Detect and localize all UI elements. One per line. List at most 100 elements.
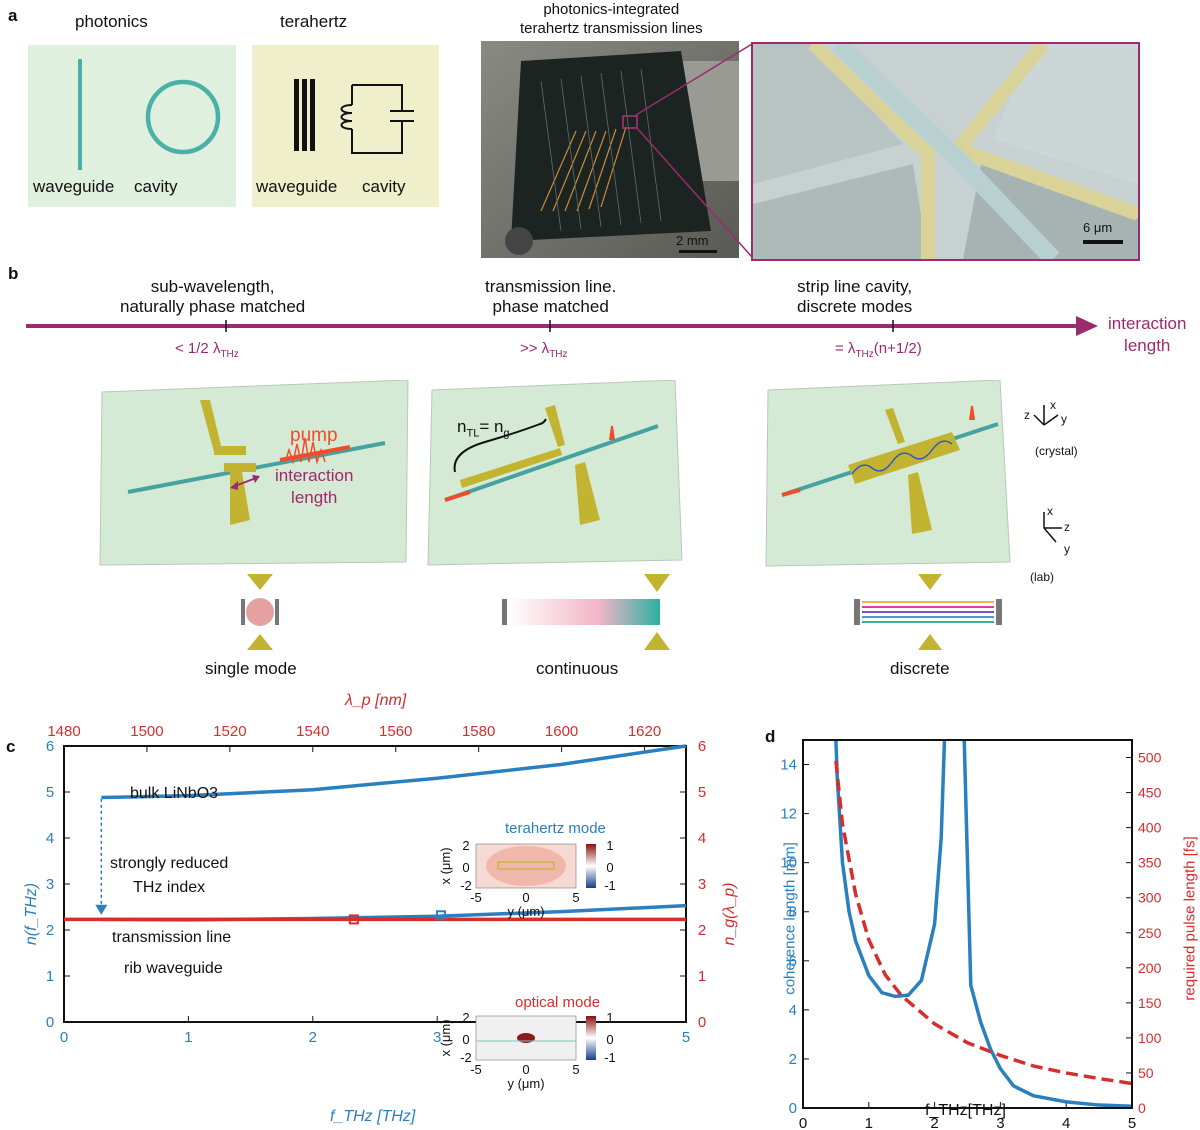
chart-c-ytick-right-label: 1 (698, 968, 706, 985)
chart-d-xtick-label: 3 (996, 1115, 1004, 1130)
inset-xtick: 0 (522, 1062, 529, 1077)
chart-d-plot-area (834, 740, 1132, 1108)
chart-c-toptick-label: 1480 (47, 723, 80, 740)
sem-scale-label: 6 μm (1083, 220, 1113, 235)
chart-c-ytick-label: 1 (46, 968, 54, 985)
photonics-diagram (28, 45, 236, 207)
inset-xlabel: y (μm) (507, 1076, 544, 1091)
chart-c-ytick-right-label: 4 (698, 830, 706, 847)
tline-marker (435, 910, 446, 921)
sem-graphic (753, 44, 1138, 259)
rib-label: rib waveguide (124, 960, 223, 977)
lab-label: (lab) (1030, 570, 1055, 584)
chart-d-xlabel: f_THz[THz] (925, 1102, 1006, 1119)
panel-a-letter: a (8, 6, 18, 25)
device-strip-line-cavity (765, 380, 1011, 567)
chart-c-ytick-right-label: 3 (698, 876, 706, 893)
continuous-label: continuous (536, 659, 619, 678)
crystal-axes (1033, 405, 1059, 426)
interaction-length-axis (26, 316, 1098, 336)
tick3-label: = λTHz(n+1/2) (835, 340, 922, 360)
chart-d-ytick-right-label: 200 (1138, 960, 1162, 976)
chart-d-ytick-left-label: 2 (789, 1051, 797, 1068)
chart-c-xtick-label: 3 (433, 1029, 441, 1046)
chart-d-ytick-left-label: 6 (789, 953, 797, 970)
inset-ytick: -2 (460, 1050, 472, 1065)
lab-y-label: y (1064, 542, 1070, 556)
chart-d-ytick-right-label: 0 (1138, 1100, 1146, 1116)
chart-d-ytick-right-label: 250 (1138, 925, 1162, 941)
inset-ytick: 0 (462, 860, 469, 875)
lab-x-label: x (1047, 504, 1053, 518)
thz-cavity-label: cavity (362, 177, 406, 196)
coherence-length-line-2 (962, 740, 1132, 1108)
panel-d-letter: d (765, 727, 776, 746)
chart-c-toptick-label: 1620 (628, 723, 661, 740)
chip-photo: 2 mm (481, 41, 739, 258)
chart-c-ytick-label: 2 (46, 922, 54, 939)
chart-d-ytick-right-label: 400 (1138, 820, 1162, 836)
coherence-length-line-1 (834, 740, 947, 999)
ring-cavity-icon (145, 79, 221, 155)
chart-d-ytick-left-label: 12 (780, 806, 797, 823)
crystal-x-label: x (1050, 398, 1056, 412)
thz-field (486, 846, 566, 886)
thz-inset: 10-1-5 0 520-2y (μm)x (μm) (438, 838, 616, 919)
chart-c-xtick-label: 1 (184, 1029, 192, 1046)
interaction-length-label: interaction length (275, 466, 354, 507)
panel-b-letter: b (8, 264, 19, 283)
chip-photo-title: photonics-integrated terahertz transmiss… (520, 1, 703, 37)
thz-electrodes (497, 861, 555, 870)
chart-c-ytick-right-label: 5 (698, 784, 706, 801)
chart-d-ytick-left-label: 14 (780, 757, 797, 774)
colorbar-tick: -1 (604, 1050, 616, 1065)
chart-d-frame (802, 739, 1133, 1109)
reduction-arrowhead (95, 904, 108, 915)
chart-c-xlabel: f_THz [THz] (330, 1108, 416, 1125)
crystal-z-label: z (1024, 408, 1030, 422)
inset-ylabel: x (μm) (438, 847, 453, 884)
opt-inset-plot (475, 1015, 577, 1061)
rib-marker (348, 914, 359, 925)
chart-c-toptick-label: 1540 (296, 723, 329, 740)
chart-c-ylabel-left: n(f_THz) (23, 882, 40, 946)
chart-d-xtick-label: 5 (1128, 1115, 1136, 1130)
inset-xtick: 0 (522, 890, 529, 905)
colorbar-tick: 0 (606, 1032, 613, 1047)
tick1-label: < 1/2 λTHz (175, 340, 239, 360)
photonics-cavity-label: cavity (134, 177, 178, 196)
reduced-index-label: strongly reduced THz index (110, 855, 229, 896)
regime2-title: transmission line. phase matched (485, 277, 617, 316)
colorbar-tick: 0 (606, 860, 613, 875)
crystal-y-label: y (1061, 412, 1067, 426)
chart-d-ytick-left-label: 10 (780, 855, 797, 872)
opt-inset: 10-1-5 0 520-2y (μm)x (μm) (438, 1010, 616, 1091)
tline-label: transmission line (112, 929, 232, 946)
chart-d-ytick-right-label: 50 (1138, 1065, 1154, 1081)
discrete-label: discrete (890, 659, 950, 678)
chart-d: 0 1 2 3 4 50246810121405010015020025030035040… (780, 739, 1162, 1130)
ntl-equals-ng-label: nTL= ng (457, 417, 510, 440)
chart-d-xtick-label: 0 (799, 1115, 807, 1130)
chart-d-ytick-right-label: 300 (1138, 890, 1162, 906)
chart-c-xtick-label: 5 (682, 1029, 690, 1046)
chart-d-ytick-right-label: 350 (1138, 855, 1162, 871)
thz-mode-label: terahertz mode (505, 820, 606, 837)
device-transmission-line (427, 380, 683, 566)
regime3-title: strip line cavity, discrete modes (797, 277, 913, 316)
panel-c-letter: c (6, 737, 16, 756)
inset-ylabel: x (μm) (438, 1019, 453, 1056)
device-sub-wavelength (99, 380, 409, 566)
chart-c-ytick-label: 6 (46, 738, 54, 755)
chart-c-top-xlabel: λ_p [nm] (345, 692, 407, 709)
single-mode-label: single mode (205, 659, 297, 678)
lab-z-label: z (1064, 520, 1070, 534)
regime1-title: sub-wavelength, naturally phase matched (120, 277, 306, 316)
chart-d-ytick-right-label: 150 (1138, 995, 1162, 1011)
opt-mode-label: optical mode (515, 994, 601, 1011)
colorbar-tick: -1 (604, 878, 616, 893)
chart-d-ytick-right-label: 500 (1138, 750, 1162, 766)
chart-c-ytick-right-label: 6 (698, 738, 706, 755)
inset-xtick: -5 (470, 1062, 482, 1077)
chart-c-toptick-label: 1520 (213, 723, 246, 740)
